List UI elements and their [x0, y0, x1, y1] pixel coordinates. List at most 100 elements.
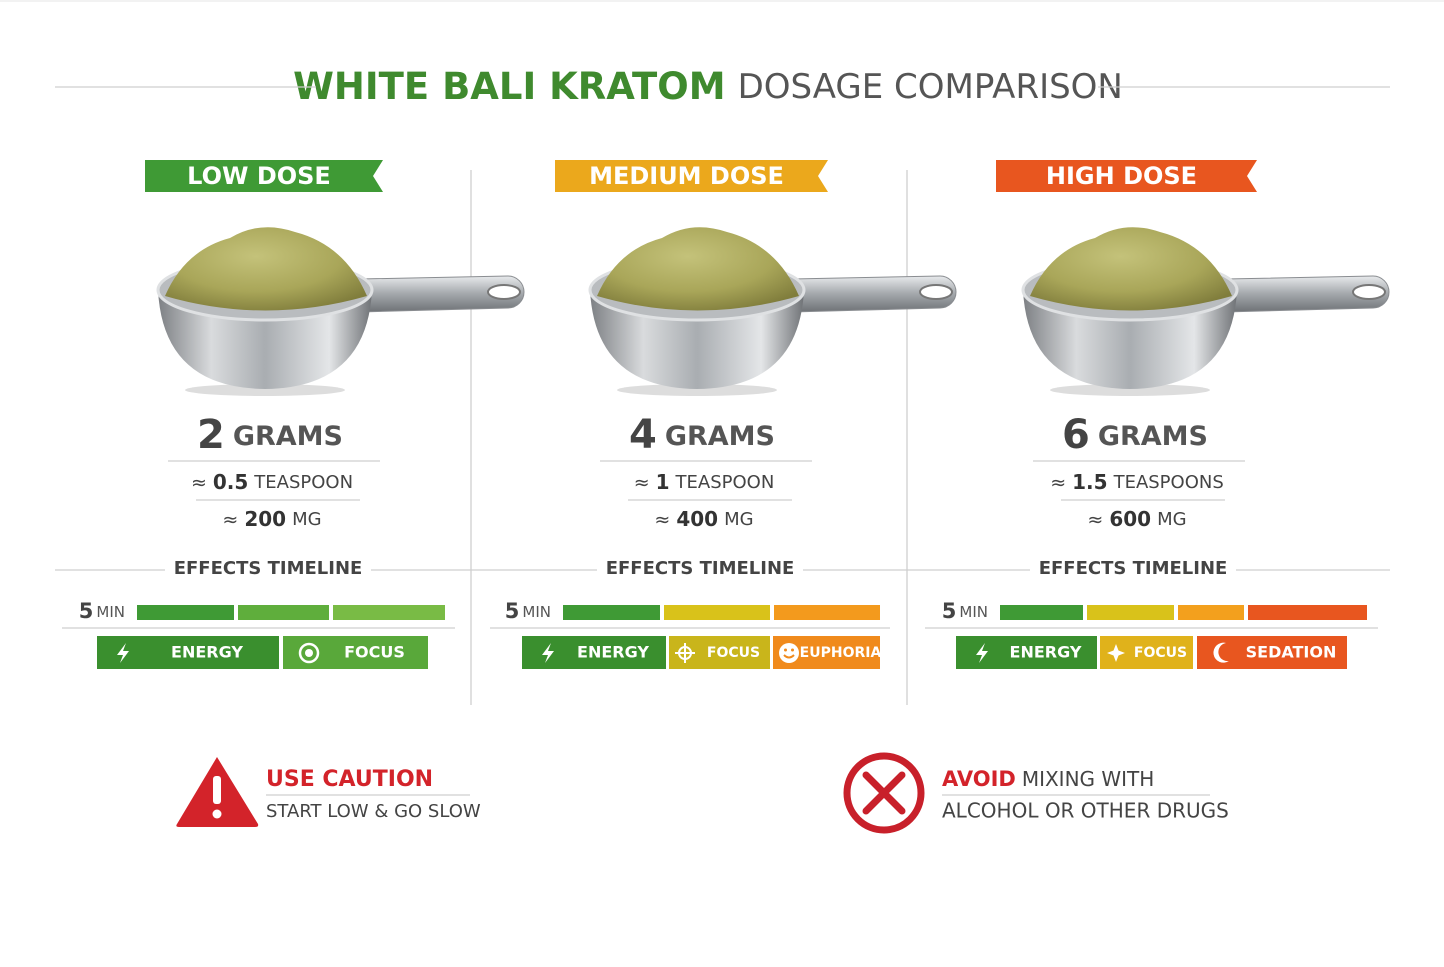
icon-energy — [542, 643, 554, 663]
effect-badge — [1197, 636, 1347, 669]
icon-focus — [675, 643, 695, 663]
effect-label: FOCUS — [707, 645, 760, 661]
avoid-icon — [843, 752, 925, 834]
scoop-hole — [919, 284, 953, 300]
teaspoons-part: 1.5 — [1072, 470, 1107, 494]
effect-label: ENERGY — [171, 643, 243, 662]
timeline-title: EFFECTS TIMELINE — [174, 558, 363, 579]
icon-euphoria — [783, 654, 795, 659]
effect-label: FOCUS — [1134, 645, 1187, 661]
scoop-hole — [1352, 284, 1386, 300]
timeline-segment — [1248, 605, 1367, 620]
timeline-segment — [774, 605, 880, 620]
teaspoons-part: 0.5 — [213, 470, 248, 494]
avoid-icon — [862, 771, 906, 815]
milligrams-part: 200 — [244, 507, 286, 531]
timeline-segment — [563, 605, 660, 620]
effect-label: EUPHORIA — [800, 645, 882, 661]
teaspoons-part: TEASPOON — [675, 472, 775, 493]
milligrams-part: MG — [724, 509, 753, 530]
caution-title: USE CAUTION — [266, 767, 433, 792]
grams: 4 GRAMS — [629, 412, 775, 458]
effect-label: SEDATION — [1246, 643, 1337, 662]
avoid-text: ALCOHOL OR OTHER DRUGS — [942, 799, 1229, 823]
grams: 6 GRAMS — [1062, 412, 1208, 458]
onset: 5 MIN — [505, 599, 551, 623]
teaspoons-part: 1 — [656, 470, 670, 494]
milligrams-part: MG — [292, 509, 321, 530]
milligrams: ≈400 MG — [654, 507, 753, 531]
grams-part: 6 — [1062, 412, 1090, 458]
timeline-title: EFFECTS TIMELINE — [1039, 558, 1228, 579]
icon-focus — [298, 642, 320, 664]
scoop-shadow — [185, 384, 345, 396]
teaspoons: ≈1.5 TEASPOONS — [1050, 470, 1224, 494]
scoop-shadow — [617, 384, 777, 396]
timeline-segment — [238, 605, 329, 620]
timeline-title: EFFECTS TIMELINE — [606, 558, 795, 579]
teaspoons: ≈0.5 TEASPOON — [191, 470, 353, 494]
teaspoons-part: TEASPOON — [253, 472, 353, 493]
icon-euphoria — [791, 648, 794, 652]
grams: 2 GRAMS — [197, 412, 343, 458]
powder — [1030, 227, 1232, 311]
onset: 5 MIN — [79, 599, 125, 623]
scoop-shadow — [1050, 384, 1210, 396]
grams-part: 4 — [629, 412, 657, 458]
page-title: WHITE BALI KRATOM DOSAGE COMPARISON — [293, 65, 1123, 108]
powder — [597, 227, 799, 311]
timeline-segment — [1178, 605, 1244, 620]
scoop-handle — [1224, 275, 1390, 313]
grams-part: 2 — [197, 412, 225, 458]
timeline-segment — [1087, 605, 1174, 620]
avoid-title: AVOID MIXING WITH — [942, 767, 1154, 792]
grams-part: GRAMS — [665, 421, 775, 452]
onset-part: 5 — [505, 599, 520, 623]
icon-energy — [976, 643, 988, 663]
milligrams-part: ≈ — [1087, 509, 1103, 531]
teaspoons-part: ≈ — [634, 472, 650, 494]
dose-label: LOW DOSE — [187, 162, 331, 190]
milligrams-part: ≈ — [222, 509, 238, 531]
scoop-handle — [791, 275, 957, 313]
grams-part: GRAMS — [1098, 421, 1208, 452]
avoid-title-part: AVOID — [942, 767, 1016, 791]
dose-banner — [555, 160, 828, 192]
onset-part: 5 — [942, 599, 957, 623]
dose-banner — [996, 160, 1257, 192]
icon-euphoria — [779, 643, 799, 663]
timeline-segment — [664, 605, 770, 620]
dose-label: HIGH DOSE — [1046, 162, 1197, 190]
scoop-handle — [359, 275, 525, 313]
timeline-segment — [1000, 605, 1083, 620]
icon-focus — [1107, 644, 1125, 662]
effect-label: ENERGY — [1010, 643, 1082, 662]
effect-label: FOCUS — [344, 643, 405, 662]
milligrams-part: MG — [1157, 509, 1186, 530]
grams-part: GRAMS — [233, 421, 343, 452]
teaspoons-part: TEASPOONS — [1113, 472, 1224, 493]
milligrams-part: ≈ — [654, 509, 670, 531]
onset-part: MIN — [522, 603, 551, 621]
caution-icon-mark — [212, 809, 222, 819]
milligrams-part: 400 — [676, 507, 718, 531]
avoid-title-part: MIXING WITH — [1022, 767, 1155, 791]
teaspoons-part: ≈ — [1050, 472, 1066, 494]
caution-text: START LOW & GO SLOW — [266, 801, 481, 822]
dose-label: MEDIUM DOSE — [589, 162, 784, 190]
icon-euphoria — [784, 648, 787, 652]
onset-part: MIN — [96, 603, 125, 621]
teaspoons-part: ≈ — [191, 472, 207, 494]
timeline-segment — [137, 605, 234, 620]
icon-sedation — [1213, 642, 1229, 663]
teaspoons: ≈1 TEASPOON — [634, 470, 775, 494]
onset: 5 MIN — [942, 599, 988, 623]
milligrams: ≈600 MG — [1087, 507, 1186, 531]
onset-part: 5 — [79, 599, 94, 623]
dose-banner — [145, 160, 383, 192]
page-title-part: DOSAGE COMPARISON — [738, 67, 1123, 107]
icon-energy — [117, 643, 129, 663]
milligrams: ≈200 MG — [222, 507, 321, 531]
